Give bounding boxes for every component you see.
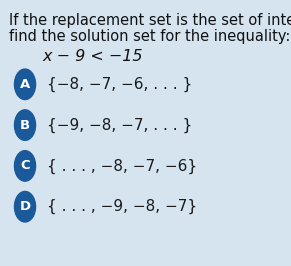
Circle shape: [15, 110, 36, 140]
Text: D: D: [19, 200, 31, 213]
Text: x − 9 < −15: x − 9 < −15: [42, 49, 143, 64]
Text: {−9, −8, −7, . . . }: {−9, −8, −7, . . . }: [47, 118, 192, 133]
Text: If the replacement set is the set of integers,: If the replacement set is the set of int…: [9, 13, 291, 28]
Circle shape: [15, 192, 36, 222]
Text: { . . . , −9, −8, −7}: { . . . , −9, −8, −7}: [47, 199, 197, 214]
Text: C: C: [20, 159, 30, 172]
Text: {−8, −7, −6, . . . }: {−8, −7, −6, . . . }: [47, 77, 192, 92]
Text: { . . . , −8, −7, −6}: { . . . , −8, −7, −6}: [47, 158, 197, 173]
Text: A: A: [20, 78, 30, 91]
Circle shape: [15, 69, 36, 99]
Circle shape: [15, 151, 36, 181]
Text: B: B: [20, 119, 30, 132]
Text: find the solution set for the inequality:: find the solution set for the inequality…: [9, 29, 290, 44]
